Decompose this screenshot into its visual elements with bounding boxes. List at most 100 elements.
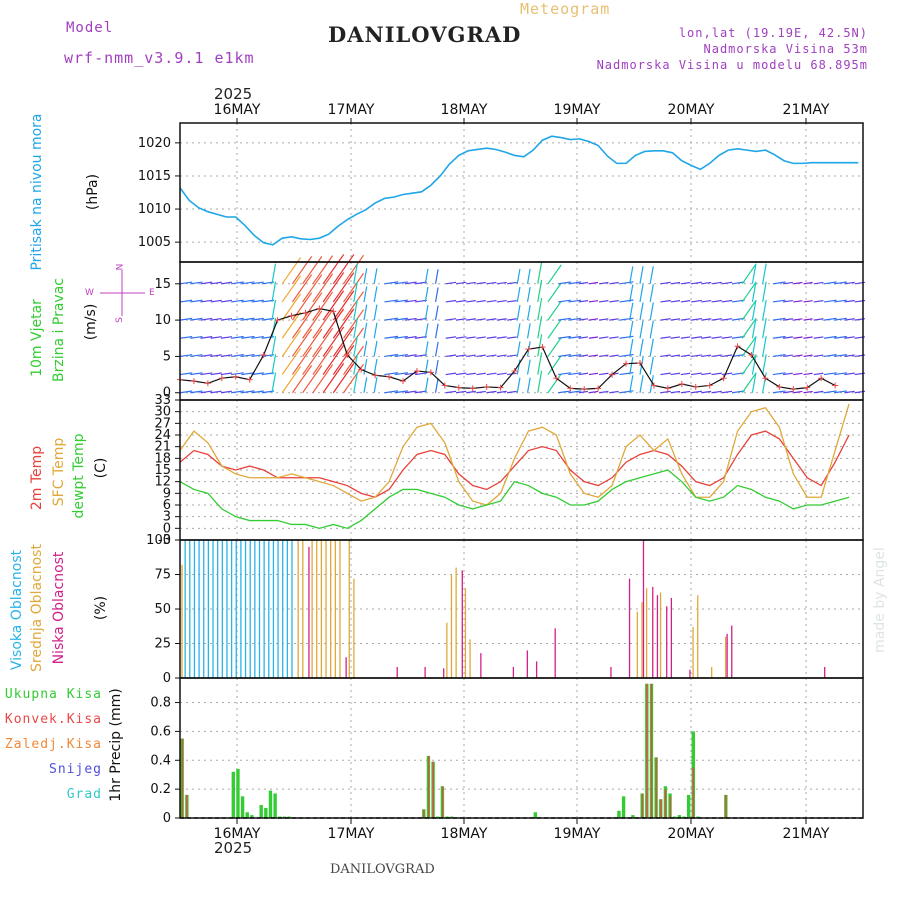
tick-label-y: 6	[163, 498, 171, 513]
wind-arrow	[834, 299, 847, 303]
wind-gust-marker	[455, 384, 462, 391]
wind-arrow	[619, 353, 634, 358]
precip-total-bar	[268, 790, 273, 818]
wind-arrow	[291, 310, 313, 339]
wind-gust-marker	[302, 309, 309, 316]
wind-arrow	[711, 354, 722, 358]
tick-label-y: 24	[154, 428, 171, 443]
wind-arrow	[281, 329, 302, 357]
precip-conv-bar	[655, 757, 657, 818]
wind-arrow	[312, 255, 334, 285]
wind-arrow	[220, 336, 232, 339]
wind-arrow	[649, 284, 654, 303]
wind-arrow	[466, 281, 476, 285]
wind-arrow	[516, 341, 521, 357]
wind-arrow	[721, 318, 733, 321]
wind-arrow	[220, 354, 232, 358]
tick-label-y: 1020	[138, 136, 171, 151]
tick-label-y: 1015	[138, 169, 171, 184]
wind-arrow	[568, 299, 582, 303]
wind-gust-marker	[358, 366, 365, 373]
wind-arrow	[639, 266, 644, 284]
wind-arrow	[639, 320, 644, 339]
wind-arrow	[803, 372, 813, 376]
wind-arrow	[373, 359, 378, 375]
wind-arrow	[691, 354, 702, 358]
wind-arrow	[476, 354, 486, 358]
wind-arrow	[680, 390, 691, 394]
wind-arrow	[741, 336, 757, 357]
wind-arrow	[476, 336, 486, 339]
wind-arrow	[619, 372, 634, 376]
wind-arrow	[241, 335, 255, 339]
wind-gust-marker	[539, 343, 546, 350]
precip-total-bar	[250, 815, 254, 818]
wind-gust-marker	[706, 382, 713, 389]
tick-label-y: 0	[163, 811, 171, 826]
wind-arrow	[466, 354, 476, 358]
day-label-bottom: 19MAY	[554, 826, 601, 842]
wind-arrow	[476, 281, 486, 285]
wind-arrow	[772, 354, 786, 358]
wind-arrow	[649, 320, 654, 339]
wind-arrow	[599, 281, 609, 285]
wind-arrow	[496, 336, 507, 339]
tick-label-y: 33	[154, 393, 171, 408]
wind-arrow	[179, 281, 193, 285]
wind-gust-marker	[246, 376, 253, 383]
wind-arrow	[322, 326, 345, 357]
wind-arrow	[660, 299, 671, 303]
precip-total-bar	[236, 768, 240, 818]
wind-arrow	[537, 352, 543, 375]
wind-arrow	[363, 286, 368, 303]
wind-arrow	[231, 335, 244, 339]
wind-arrow	[670, 281, 681, 285]
tick-label-y: 9	[163, 486, 171, 501]
wind-arrow	[670, 354, 681, 358]
precip-total-bar	[686, 794, 691, 818]
precip-legend-conv: Konvek.Kisa	[4, 712, 102, 727]
wind-arrow	[599, 354, 609, 358]
wind-arrow	[241, 281, 255, 285]
wind-arrow	[629, 302, 634, 321]
wind-arrow	[660, 390, 671, 394]
wind-arrow	[813, 300, 824, 303]
wind-arrow	[271, 281, 277, 303]
wind-arrow	[363, 304, 368, 321]
wind-arrow	[568, 372, 582, 376]
wind-arrow	[200, 281, 213, 285]
wind-arrow	[558, 317, 571, 321]
wind-gust-marker	[400, 378, 407, 385]
wind-arrow	[231, 390, 244, 394]
wind-arrow	[680, 318, 691, 321]
wind-gust-marker	[790, 386, 797, 393]
wind-arrow	[445, 281, 457, 285]
wind-arrow	[281, 311, 302, 339]
wind-arrow	[568, 354, 582, 358]
tick-label-y: 18	[154, 451, 171, 466]
wind-arrow	[639, 338, 644, 357]
wind-arrow	[220, 299, 232, 303]
wind-arrow	[823, 281, 837, 285]
wind-arrow	[558, 354, 571, 358]
wind-arrow	[496, 318, 507, 321]
wind-arrow	[486, 318, 497, 321]
wind-arrow	[711, 372, 722, 376]
wind-arrow	[516, 268, 521, 284]
year-bottom: 2025	[214, 839, 253, 857]
wind-arrow	[721, 336, 733, 339]
wind-gust-marker	[664, 385, 671, 392]
year-top: 2025	[214, 85, 253, 103]
precip-conv-bar	[641, 793, 643, 818]
wind-arrow	[322, 363, 345, 394]
wind-arrow	[486, 336, 497, 339]
wind-arrow	[466, 300, 476, 303]
wind-arrow	[363, 340, 368, 357]
wind-arrow	[691, 336, 702, 339]
wind-gust-marker	[525, 346, 532, 353]
wind-arrow	[741, 282, 757, 303]
wind-arrow	[599, 318, 609, 321]
wind-arrow	[537, 370, 543, 393]
wind-arrow	[772, 281, 786, 285]
wind-arrow	[466, 372, 476, 376]
